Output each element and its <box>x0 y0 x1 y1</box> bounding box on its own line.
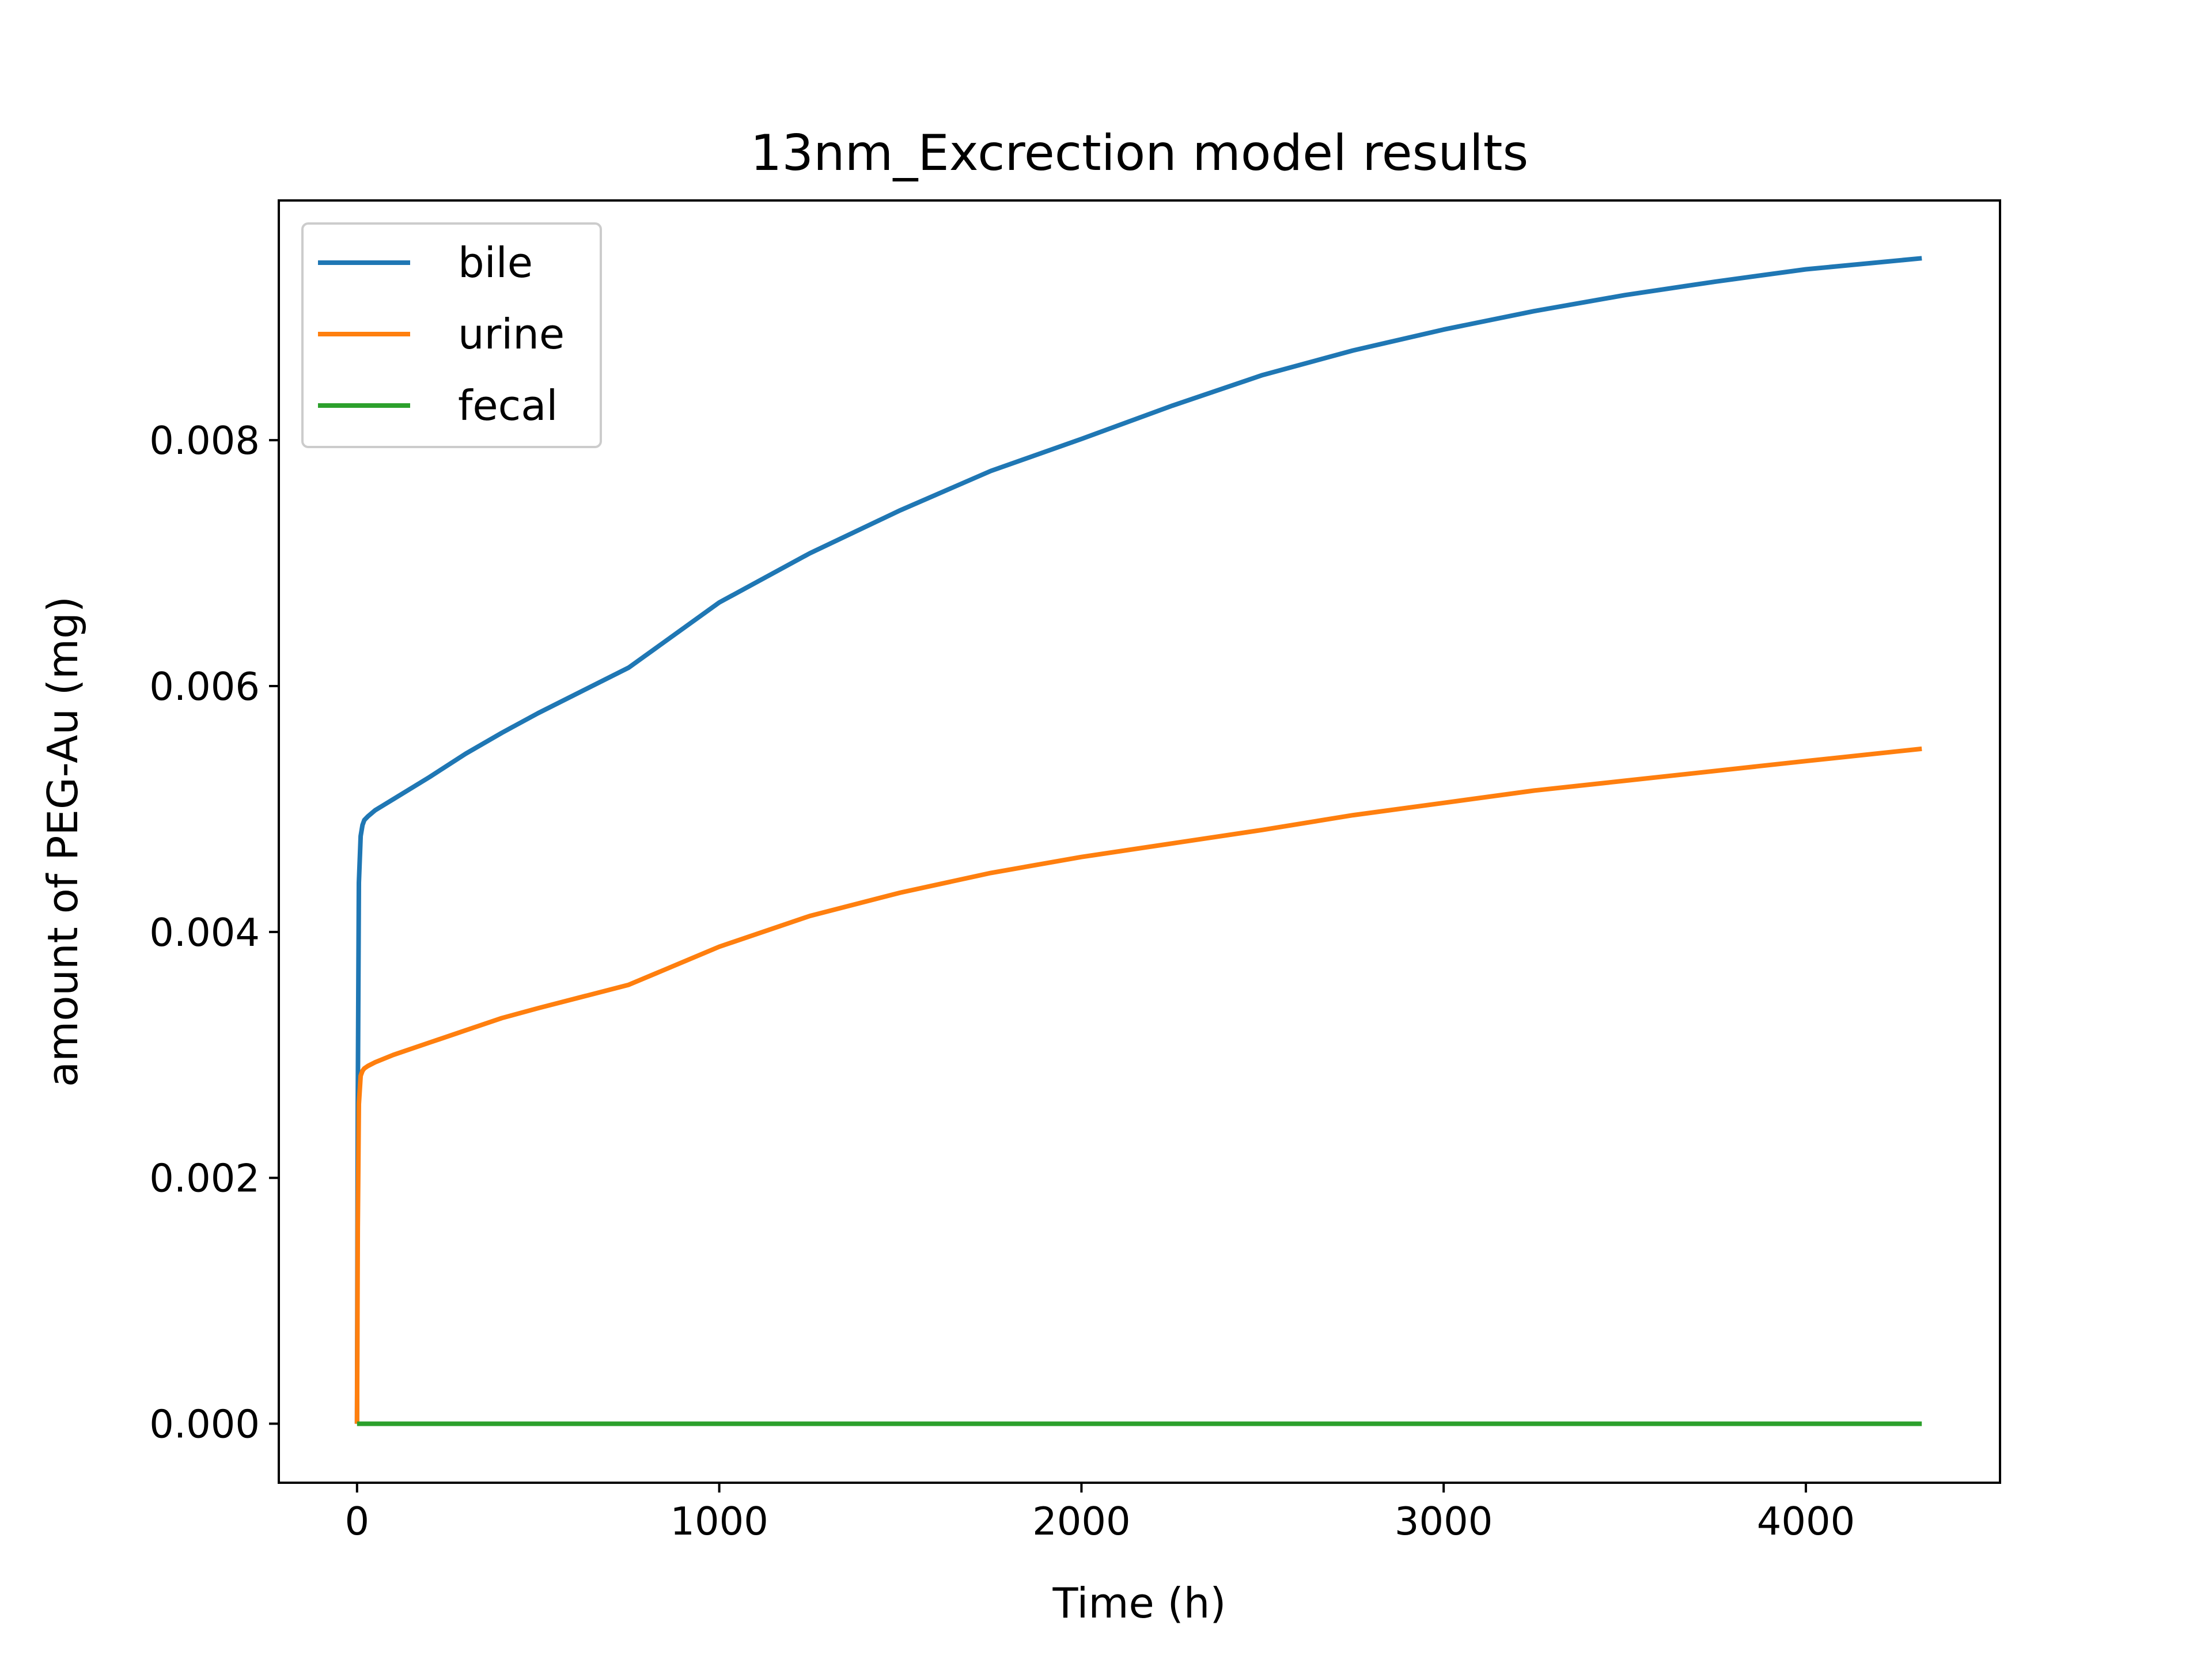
legend-label-bile: bile <box>458 238 533 287</box>
x-tick-label: 4000 <box>1757 1499 1855 1544</box>
series-line-urine <box>354 746 1922 1424</box>
plot-area-frame <box>278 199 2001 1484</box>
x-tick-label: 0 <box>344 1499 369 1544</box>
legend-label-urine: urine <box>458 310 565 358</box>
legend-box <box>301 222 602 448</box>
y-tick-label: 0.002 <box>149 1156 260 1201</box>
x-tick-label: 1000 <box>670 1499 768 1544</box>
y-tick-label: 0.004 <box>149 910 260 955</box>
x-tick-label: 2000 <box>1032 1499 1131 1544</box>
y-tick-label: 0.008 <box>149 418 260 463</box>
legend-label-fecal: fecal <box>458 381 558 430</box>
series-line-bile <box>354 256 1922 1424</box>
y-tick-label: 0.000 <box>149 1402 260 1447</box>
x-tick-label: 3000 <box>1395 1499 1493 1544</box>
y-axis: 0.000 0.002 0.004 0.006 0.008 <box>149 418 279 1447</box>
y-tick-label: 0.006 <box>149 664 260 709</box>
x-axis: 0 1000 2000 3000 4000 <box>344 1483 1855 1544</box>
x-axis-title: Time (h) <box>1052 1579 1226 1627</box>
y-axis-title: amount of PEG-Au (mg) <box>39 596 87 1087</box>
legend: bile urine fecal <box>301 222 602 448</box>
plot-lines <box>354 256 1922 1426</box>
chart-title: 13nm_Excrection model results <box>751 124 1529 182</box>
